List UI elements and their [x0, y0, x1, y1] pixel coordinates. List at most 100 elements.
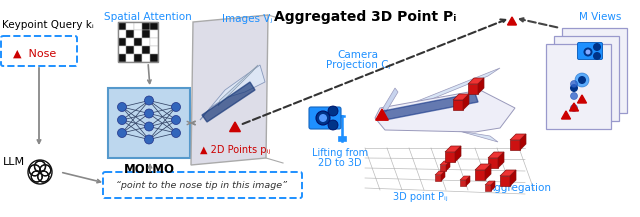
Polygon shape: [570, 103, 579, 111]
Polygon shape: [455, 146, 461, 162]
Polygon shape: [468, 84, 478, 94]
Polygon shape: [488, 152, 504, 158]
Polygon shape: [383, 88, 398, 112]
Text: Spatial Attention: Spatial Attention: [104, 12, 192, 22]
Polygon shape: [453, 94, 469, 100]
Polygon shape: [466, 176, 470, 186]
Circle shape: [563, 112, 570, 120]
Circle shape: [145, 96, 154, 105]
Bar: [126, 30, 134, 38]
Circle shape: [145, 135, 154, 144]
Bar: [134, 22, 142, 30]
Polygon shape: [485, 185, 491, 191]
Polygon shape: [463, 94, 469, 110]
Polygon shape: [488, 158, 498, 168]
Text: “point to the nose tip in this image”: “point to the nose tip in this image”: [116, 181, 287, 189]
Text: ▲ 2D Points pᵢⱼ: ▲ 2D Points pᵢⱼ: [200, 145, 270, 155]
Polygon shape: [500, 176, 510, 186]
Text: Images Vⱼ: Images Vⱼ: [222, 14, 272, 24]
Circle shape: [593, 43, 601, 51]
Polygon shape: [491, 181, 495, 191]
Text: Camera: Camera: [337, 50, 378, 60]
Bar: [142, 30, 150, 38]
Polygon shape: [383, 93, 478, 120]
FancyBboxPatch shape: [546, 44, 611, 129]
Bar: [118, 22, 126, 30]
Polygon shape: [510, 134, 526, 140]
Circle shape: [563, 100, 570, 107]
Polygon shape: [435, 171, 445, 175]
Polygon shape: [577, 95, 586, 103]
Bar: [126, 38, 134, 46]
Bar: [338, 136, 346, 141]
Polygon shape: [475, 170, 485, 180]
Polygon shape: [520, 134, 526, 150]
Text: Keypoint Query kᵢ: Keypoint Query kᵢ: [2, 20, 93, 30]
Circle shape: [172, 128, 180, 138]
Circle shape: [328, 106, 338, 116]
Bar: [142, 54, 150, 62]
Polygon shape: [460, 180, 466, 186]
Polygon shape: [460, 176, 470, 180]
Circle shape: [586, 49, 591, 54]
Circle shape: [319, 114, 327, 122]
Circle shape: [567, 81, 581, 95]
Text: Lifting from: Lifting from: [312, 148, 368, 158]
Polygon shape: [508, 17, 516, 25]
FancyBboxPatch shape: [103, 172, 302, 198]
Polygon shape: [500, 170, 516, 176]
Polygon shape: [200, 65, 265, 120]
Polygon shape: [191, 15, 268, 165]
Circle shape: [145, 109, 154, 118]
Polygon shape: [405, 68, 500, 110]
FancyBboxPatch shape: [554, 36, 619, 121]
Circle shape: [145, 122, 154, 131]
Text: MOLMO: MOLMO: [124, 163, 175, 176]
Text: Aggregated 3D Point Pᵢ: Aggregated 3D Point Pᵢ: [274, 10, 456, 24]
Bar: [126, 54, 134, 62]
FancyBboxPatch shape: [1, 36, 77, 66]
Polygon shape: [498, 152, 504, 168]
Bar: [126, 22, 134, 30]
Bar: [118, 54, 126, 62]
Circle shape: [570, 81, 577, 87]
Polygon shape: [376, 109, 388, 120]
Circle shape: [118, 128, 127, 138]
Circle shape: [316, 111, 330, 125]
Circle shape: [118, 115, 127, 125]
Polygon shape: [440, 161, 450, 165]
Polygon shape: [375, 90, 515, 132]
Polygon shape: [510, 140, 520, 150]
Bar: [150, 46, 158, 54]
Bar: [134, 30, 142, 38]
Circle shape: [29, 161, 51, 184]
Bar: [118, 38, 126, 46]
Polygon shape: [441, 171, 445, 181]
Circle shape: [328, 120, 338, 130]
Bar: [134, 54, 142, 62]
Text: LLM: LLM: [3, 157, 25, 167]
Polygon shape: [202, 82, 255, 122]
FancyBboxPatch shape: [562, 28, 627, 113]
Circle shape: [172, 102, 180, 112]
Circle shape: [575, 73, 589, 87]
Polygon shape: [440, 165, 446, 171]
Circle shape: [118, 102, 127, 112]
Polygon shape: [475, 164, 491, 170]
Polygon shape: [446, 161, 450, 171]
Bar: [142, 46, 150, 54]
Bar: [134, 38, 142, 46]
Polygon shape: [453, 100, 463, 110]
Polygon shape: [218, 65, 258, 106]
Polygon shape: [468, 78, 484, 84]
Circle shape: [578, 76, 586, 84]
Circle shape: [584, 48, 593, 56]
Polygon shape: [445, 152, 455, 162]
Bar: [150, 30, 158, 38]
Circle shape: [570, 92, 577, 100]
Text: M Views: M Views: [579, 12, 621, 22]
Polygon shape: [485, 164, 491, 180]
Polygon shape: [415, 120, 498, 142]
Polygon shape: [561, 111, 570, 119]
Bar: [118, 22, 158, 62]
